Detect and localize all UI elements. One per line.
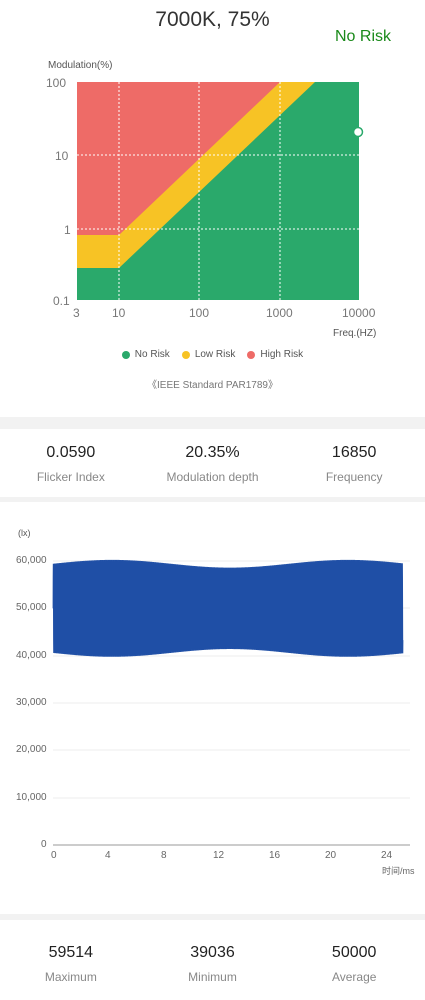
stat-value: 50000 [331,944,377,961]
stat-label: Average [331,970,377,984]
stat-modulation-depth: 20.35% Modulation depth [142,444,284,484]
waveform-y-tick: 50,000 [16,602,47,613]
risk-panel: 7000K, 75% No Risk Modulation(%) 100 10 … [0,0,425,417]
risk-legend: No Risk Low Risk High Risk [0,349,425,360]
risk-chart-svg [77,82,364,300]
legend-item-no-risk: No Risk [121,349,170,360]
waveform-y-tick: 30,000 [16,697,47,708]
stat-value: 59514 [48,944,94,961]
stat-maximum: 59514 Maximum [0,944,142,984]
waveform-panel: (lx) 60,000 50,000 40,000 30,000 20,000 … [0,502,425,914]
waveform-x-tick: 20 [325,850,337,861]
stat-frequency: 16850 Frequency [283,444,425,484]
waveform-y-tick: 60,000 [16,555,47,566]
waveform-y-tick: 0 [41,839,47,850]
stat-flicker-index: 0.0590 Flicker Index [0,444,142,484]
stat-label: Modulation depth [166,470,259,484]
risk-y-tick: 100 [46,76,67,90]
waveform-x-tick: 8 [161,850,167,861]
legend-item-high-risk: High Risk [247,349,303,360]
stat-value: 0.0590 [46,444,96,461]
waveform-y-tick: 40,000 [16,650,47,661]
page-title: 7000K, 75% [155,8,270,31]
legend-dot [181,350,190,359]
waveform-chart-svg [52,559,410,846]
stat-average: 50000 Average [283,944,425,984]
stat-value: 39036 [190,944,235,961]
waveform-y-tick: 10,000 [16,792,47,803]
legend-label: High Risk [260,349,304,360]
waveform-y-axis-label: (lx) [18,528,31,538]
waveform-stats-row: 59514 Maximum 39036 Minimum 50000 Averag… [0,944,425,984]
waveform-x-axis-label: 时间/ms [382,866,415,876]
risk-x-tick: 10 [112,306,126,320]
risk-y-tick: 0.1 [53,294,70,308]
risk-x-axis-label: Freq.(HZ) [333,328,377,339]
stat-label: Maximum [44,970,97,984]
no-risk-area [77,82,359,300]
standard-reference: 《IEEE Standard PAR1789》 [147,380,278,391]
risk-x-tick: 1000 [266,306,293,320]
waveform-x-tick: 24 [381,850,393,861]
legend-dot [121,350,130,359]
stat-label: Minimum [188,970,237,984]
risk-x-tick: 10000 [342,306,376,320]
risk-x-tick: 3 [73,306,80,320]
waveform-stats-panel: 59514 Maximum 39036 Minimum 50000 Averag… [0,920,425,1000]
legend-dot [247,350,256,359]
risk-grid [77,82,359,300]
waveform-y-tick: 20,000 [16,744,47,755]
legend-item-low-risk: Low Risk [181,349,236,360]
legend-label: Low Risk [194,349,236,360]
flicker-stats-panel: 0.0590 Flicker Index 20.35% Modulation d… [0,429,425,497]
measurement-marker [352,126,364,138]
flicker-stats-row: 0.0590 Flicker Index 20.35% Modulation d… [0,444,425,484]
risk-y-axis-label: Modulation(%) [48,60,113,71]
stat-value: 16850 [331,444,377,461]
risk-y-tick: 10 [55,149,69,163]
waveform-x-tick: 0 [51,850,57,861]
risk-y-tick: 1 [64,223,71,237]
waveform-line [52,559,404,657]
stat-label: Frequency [325,470,383,484]
risk-x-tick: 100 [189,306,210,320]
waveform-x-tick: 16 [269,850,281,861]
stat-minimum: 39036 Minimum [142,944,284,984]
stat-value: 20.35% [185,444,240,461]
legend-label: No Risk [134,349,170,360]
waveform-x-tick: 12 [213,850,225,861]
risk-status-label: No Risk [334,28,391,45]
stat-label: Flicker Index [36,470,105,484]
waveform-x-tick: 4 [105,850,111,861]
